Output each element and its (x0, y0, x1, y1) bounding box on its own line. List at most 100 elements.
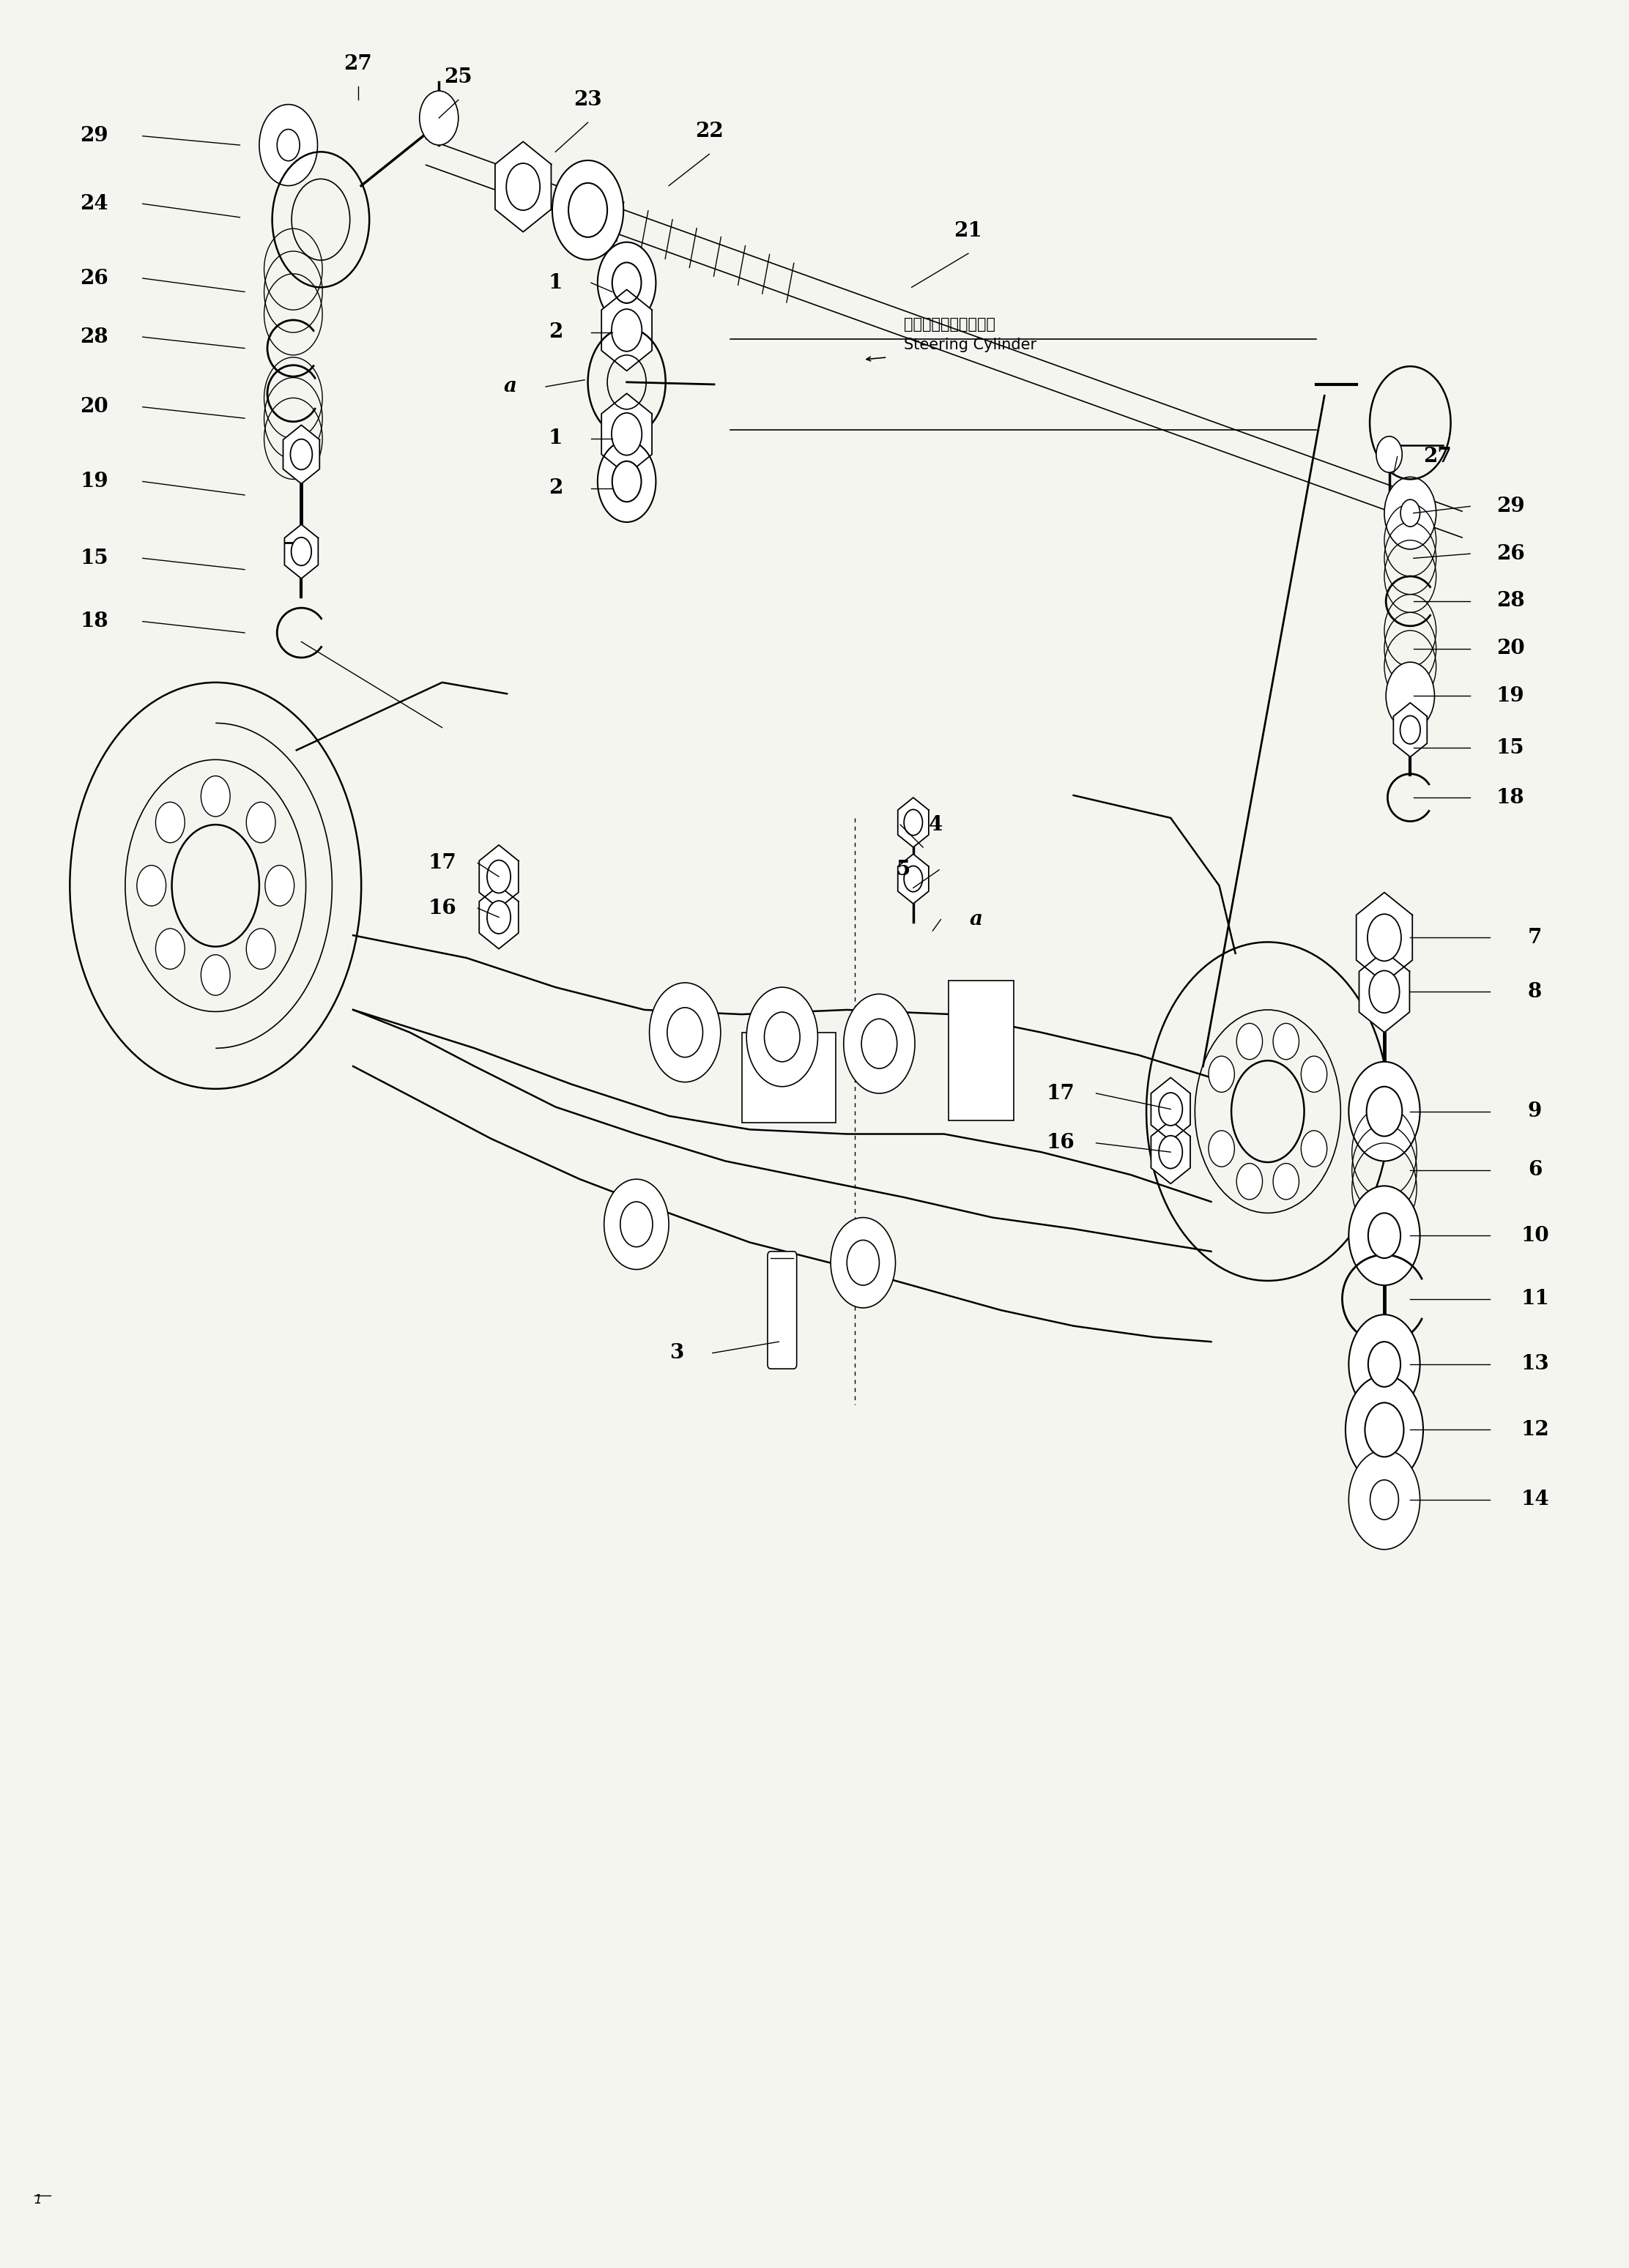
Text: 22: 22 (696, 122, 723, 141)
Text: 29: 29 (1497, 497, 1525, 517)
Circle shape (1302, 1132, 1328, 1166)
Text: 19: 19 (1497, 687, 1525, 705)
Text: 12: 12 (1521, 1420, 1549, 1440)
Polygon shape (479, 846, 518, 907)
Circle shape (1349, 1061, 1420, 1161)
Polygon shape (1357, 891, 1412, 982)
Circle shape (611, 413, 642, 456)
Circle shape (552, 161, 624, 261)
Text: 28: 28 (80, 327, 108, 347)
Circle shape (1302, 1057, 1328, 1093)
Circle shape (598, 440, 656, 522)
FancyBboxPatch shape (948, 980, 1013, 1120)
Text: 5: 5 (896, 860, 911, 880)
Circle shape (862, 1018, 898, 1068)
Text: 25: 25 (445, 68, 472, 86)
Text: 20: 20 (80, 397, 108, 417)
Text: 14: 14 (1521, 1490, 1549, 1510)
Circle shape (1209, 1132, 1235, 1166)
Circle shape (1236, 1163, 1262, 1200)
Circle shape (1385, 476, 1437, 549)
Circle shape (621, 1202, 653, 1247)
Circle shape (1349, 1186, 1420, 1286)
Polygon shape (285, 524, 318, 578)
Polygon shape (283, 424, 319, 483)
Circle shape (613, 460, 642, 501)
Circle shape (1346, 1377, 1424, 1483)
Circle shape (137, 866, 166, 905)
Text: 26: 26 (80, 268, 108, 288)
Polygon shape (601, 290, 652, 372)
Polygon shape (898, 798, 929, 848)
Circle shape (1367, 1086, 1403, 1136)
Circle shape (1365, 1402, 1404, 1456)
Polygon shape (601, 392, 652, 474)
Circle shape (290, 440, 313, 469)
Circle shape (246, 803, 275, 844)
Text: 7: 7 (1528, 928, 1543, 948)
Circle shape (1158, 1136, 1183, 1168)
Circle shape (1209, 1057, 1235, 1093)
Text: 9: 9 (1528, 1102, 1543, 1120)
Text: 29: 29 (80, 127, 108, 145)
Text: a: a (969, 909, 982, 930)
Text: 13: 13 (1521, 1354, 1549, 1374)
Circle shape (1377, 435, 1403, 472)
Circle shape (1274, 1023, 1298, 1059)
Text: 15: 15 (1497, 737, 1525, 758)
Circle shape (200, 955, 230, 996)
Text: 21: 21 (955, 220, 982, 240)
Text: 16: 16 (1046, 1134, 1075, 1152)
Circle shape (259, 104, 318, 186)
Text: 23: 23 (573, 91, 603, 109)
Circle shape (1349, 1449, 1420, 1549)
Polygon shape (1152, 1077, 1191, 1141)
Circle shape (277, 129, 300, 161)
Circle shape (420, 91, 458, 145)
Text: a: a (503, 376, 516, 397)
Text: 15: 15 (80, 549, 108, 569)
Text: 8: 8 (1528, 982, 1543, 1002)
Circle shape (604, 1179, 670, 1270)
Text: 16: 16 (428, 898, 456, 919)
Polygon shape (479, 885, 518, 948)
Circle shape (200, 776, 230, 816)
Text: 17: 17 (428, 853, 456, 873)
Text: 19: 19 (80, 472, 108, 492)
Circle shape (844, 993, 915, 1093)
Circle shape (1401, 717, 1420, 744)
Text: 6: 6 (1528, 1161, 1543, 1179)
Circle shape (292, 538, 311, 565)
Circle shape (598, 243, 656, 324)
Text: 18: 18 (80, 612, 108, 631)
Text: 2: 2 (549, 322, 562, 342)
Text: 28: 28 (1497, 592, 1525, 610)
Circle shape (266, 866, 295, 905)
Polygon shape (1359, 950, 1409, 1032)
Text: 11: 11 (1521, 1288, 1549, 1309)
Circle shape (156, 928, 184, 968)
Circle shape (613, 263, 642, 304)
Circle shape (1370, 971, 1399, 1014)
Circle shape (904, 866, 922, 891)
Text: 24: 24 (80, 193, 108, 213)
Circle shape (831, 1218, 896, 1309)
Text: ステアリングシリンダ
Steering Cylinder: ステアリングシリンダ Steering Cylinder (904, 318, 1036, 352)
Text: 17: 17 (1046, 1084, 1075, 1102)
Circle shape (1368, 1343, 1401, 1386)
Circle shape (1367, 914, 1401, 962)
Text: 1: 1 (549, 429, 562, 449)
Polygon shape (495, 141, 551, 231)
Text: 20: 20 (1497, 640, 1525, 658)
Circle shape (904, 810, 922, 835)
Circle shape (650, 982, 720, 1082)
Text: 4: 4 (929, 814, 943, 835)
Circle shape (611, 308, 642, 352)
Text: 27: 27 (344, 54, 371, 73)
FancyBboxPatch shape (741, 1032, 836, 1123)
Text: 26: 26 (1497, 544, 1525, 565)
Text: 10: 10 (1521, 1225, 1549, 1245)
Circle shape (487, 860, 510, 894)
Text: 1: 1 (34, 2193, 41, 2207)
Circle shape (487, 900, 510, 934)
